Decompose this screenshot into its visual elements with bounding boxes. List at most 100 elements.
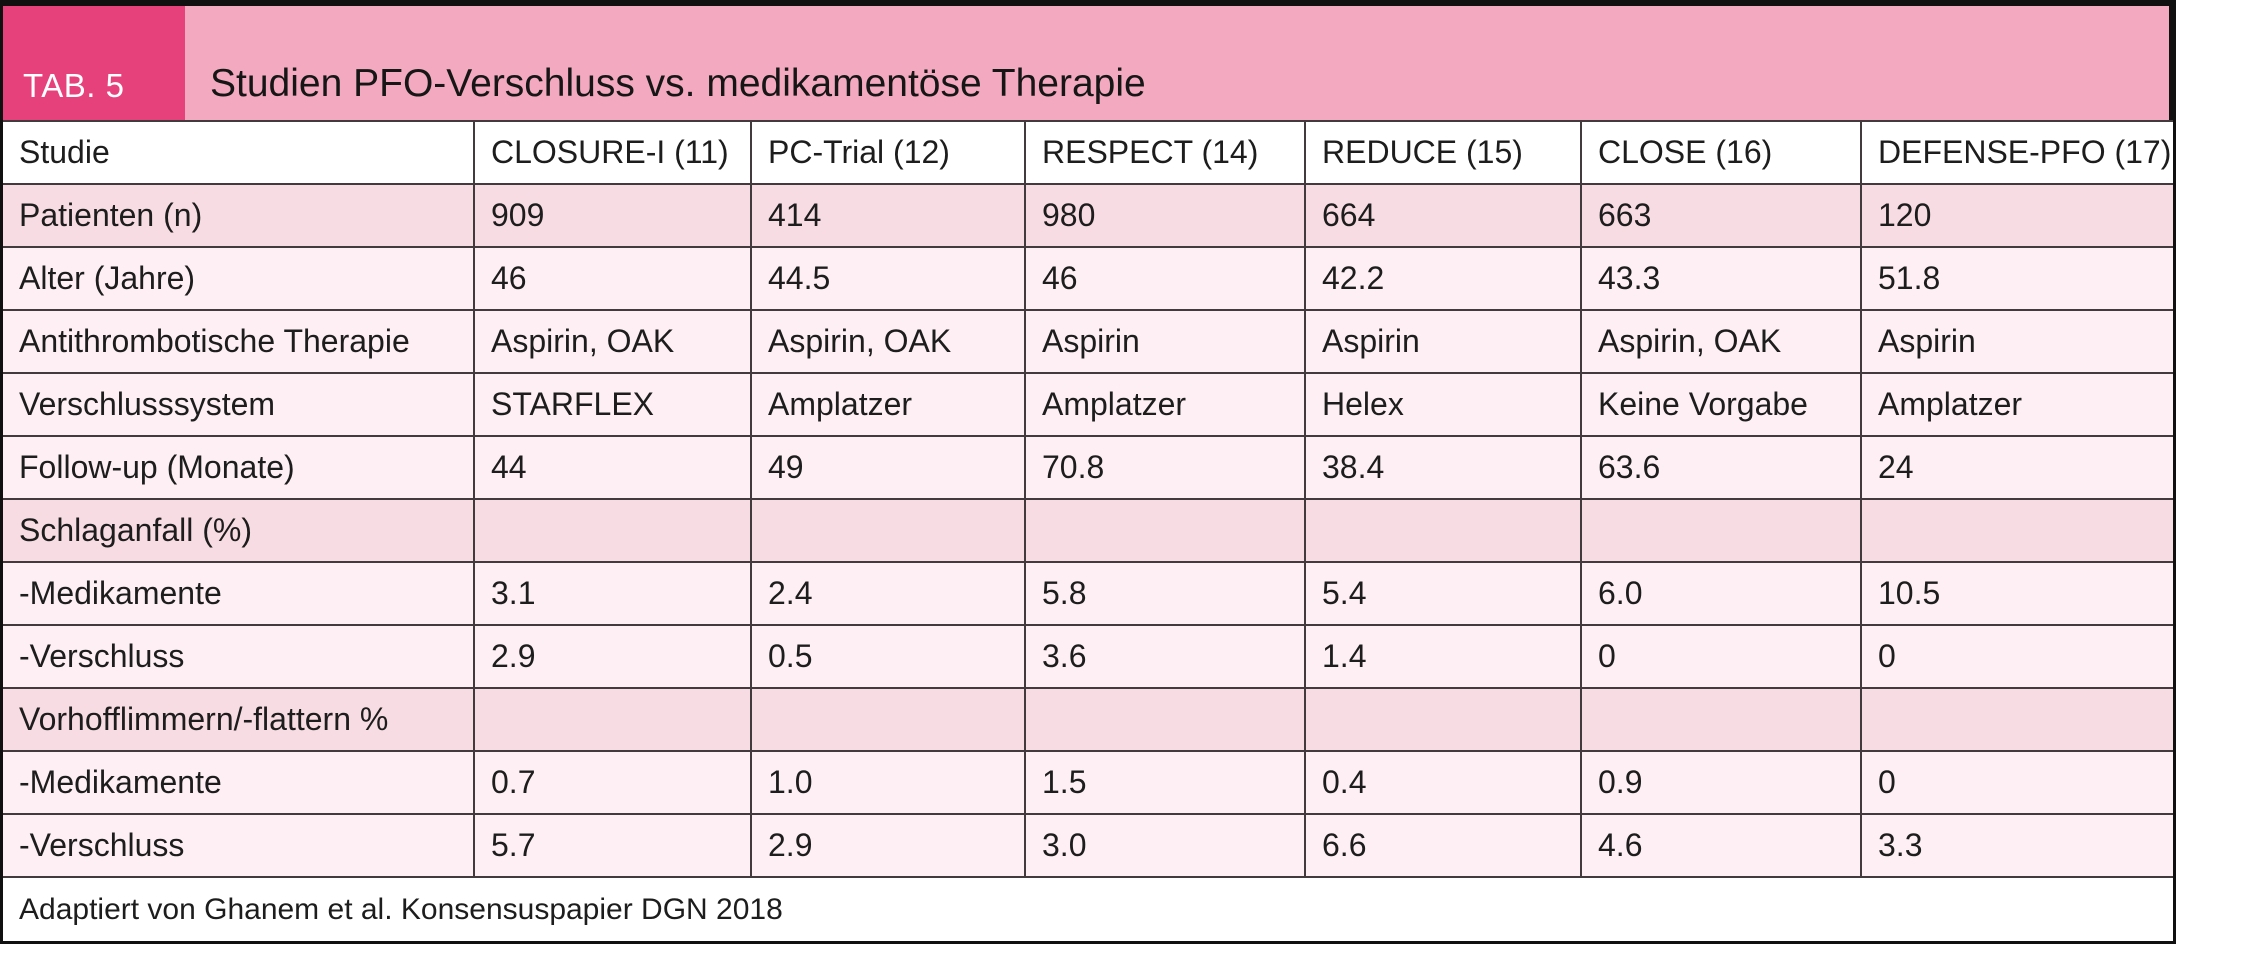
table-cell: Aspirin, OAK <box>475 311 752 372</box>
table-row-vorhofflimmern-section: Vorhofflimmern/-flattern % <box>3 687 2173 750</box>
table-row-schlaganfall-section: Schlaganfall (%) <box>3 498 2173 561</box>
table-number-badge: TAB. 5 <box>3 6 185 120</box>
table-cell: Aspirin, OAK <box>752 311 1026 372</box>
table-cell <box>1862 689 2173 750</box>
column-header-defense-pfo: DEFENSE-PFO (17) <box>1862 122 2173 183</box>
table-cell: 6.6 <box>1306 815 1582 876</box>
table-row-schlaganfall-verschluss: -Verschluss 2.9 0.5 3.6 1.4 0 0 <box>3 624 2173 687</box>
table-footnote-row: Adaptiert von Ghanem et al. Konsensuspap… <box>3 876 2173 941</box>
table-cell: 63.6 <box>1582 437 1862 498</box>
table-cell: Aspirin <box>1862 311 2173 372</box>
column-header-studie: Studie <box>3 122 475 183</box>
table-cell <box>475 689 752 750</box>
table-cell: 46 <box>1026 248 1306 309</box>
table-cell <box>1582 689 1862 750</box>
table-cell: 42.2 <box>1306 248 1582 309</box>
table-cell: Amplatzer <box>1026 374 1306 435</box>
table-cell: 44 <box>475 437 752 498</box>
table-cell: 120 <box>1862 185 2173 246</box>
column-header-reduce: REDUCE (15) <box>1306 122 1582 183</box>
table-cell: 1.5 <box>1026 752 1306 813</box>
row-label: -Medikamente <box>3 752 475 813</box>
table-cell <box>1306 500 1582 561</box>
table-cell <box>1306 689 1582 750</box>
table-cell: 43.3 <box>1582 248 1862 309</box>
row-label: Vorhofflimmern/-flattern % <box>3 689 475 750</box>
table-banner: TAB. 5 Studien PFO-Verschluss vs. medika… <box>3 6 2173 120</box>
table-cell: Keine Vorgabe <box>1582 374 1862 435</box>
row-label: Alter (Jahre) <box>3 248 475 309</box>
table-cell: 3.6 <box>1026 626 1306 687</box>
table-cell <box>1862 500 2173 561</box>
row-label: Patienten (n) <box>3 185 475 246</box>
table-cell: 3.0 <box>1026 815 1306 876</box>
table-cell: 5.7 <box>475 815 752 876</box>
table-cell: 5.8 <box>1026 563 1306 624</box>
table-cell <box>752 500 1026 561</box>
table-cell: 2.9 <box>752 815 1026 876</box>
column-header-pc-trial: PC-Trial (12) <box>752 122 1026 183</box>
row-label: Follow-up (Monate) <box>3 437 475 498</box>
table-row-vorhofflimmern-verschluss: -Verschluss 5.7 2.9 3.0 6.6 4.6 3.3 <box>3 813 2173 876</box>
table-cell: 980 <box>1026 185 1306 246</box>
table-cell: 2.4 <box>752 563 1026 624</box>
table-cell <box>1026 689 1306 750</box>
table-cell: 51.8 <box>1862 248 2173 309</box>
column-header-close: CLOSE (16) <box>1582 122 1862 183</box>
table-cell: 663 <box>1582 185 1862 246</box>
table-5-card: TAB. 5 Studien PFO-Verschluss vs. medika… <box>0 0 2176 944</box>
row-label: Antithrombotische Therapie <box>3 311 475 372</box>
table-cell: Amplatzer <box>1862 374 2173 435</box>
table-cell: 0.9 <box>1582 752 1862 813</box>
table-cell: 0.4 <box>1306 752 1582 813</box>
table-row-alter: Alter (Jahre) 46 44.5 46 42.2 43.3 51.8 <box>3 246 2173 309</box>
row-label: Verschlusssystem <box>3 374 475 435</box>
table-cell: 10.5 <box>1862 563 2173 624</box>
table-row-schlaganfall-medikamente: -Medikamente 3.1 2.4 5.8 5.4 6.0 10.5 <box>3 561 2173 624</box>
table-cell: Aspirin, OAK <box>1582 311 1862 372</box>
table-cell: 0.5 <box>752 626 1026 687</box>
table-cell <box>752 689 1026 750</box>
table-cell: 0 <box>1862 626 2173 687</box>
table-cell: 38.4 <box>1306 437 1582 498</box>
table-cell <box>475 500 752 561</box>
table-cell: Aspirin <box>1306 311 1582 372</box>
table-header-row: Studie CLOSURE-I (11) PC-Trial (12) RESP… <box>3 120 2173 183</box>
table-cell: 6.0 <box>1582 563 1862 624</box>
table-footnote: Adaptiert von Ghanem et al. Konsensuspap… <box>19 892 783 926</box>
column-header-respect: RESPECT (14) <box>1026 122 1306 183</box>
table-cell: 44.5 <box>752 248 1026 309</box>
table-row-verschlusssystem: Verschlusssystem STARFLEX Amplatzer Ampl… <box>3 372 2173 435</box>
table-cell <box>1026 500 1306 561</box>
table-row-vorhofflimmern-medikamente: -Medikamente 0.7 1.0 1.5 0.4 0.9 0 <box>3 750 2173 813</box>
table-cell: 0 <box>1582 626 1862 687</box>
table-title: Studien PFO-Verschluss vs. medikamentöse… <box>185 6 2173 120</box>
row-label: Schlaganfall (%) <box>3 500 475 561</box>
table-cell: 414 <box>752 185 1026 246</box>
table-row-patienten: Patienten (n) 909 414 980 664 663 120 <box>3 183 2173 246</box>
row-label: -Medikamente <box>3 563 475 624</box>
column-header-closure-i: CLOSURE-I (11) <box>475 122 752 183</box>
table-cell: 1.0 <box>752 752 1026 813</box>
table-cell: Amplatzer <box>752 374 1026 435</box>
table-cell: 4.6 <box>1582 815 1862 876</box>
row-label: -Verschluss <box>3 815 475 876</box>
table-cell: Helex <box>1306 374 1582 435</box>
table-cell: 5.4 <box>1306 563 1582 624</box>
table-number-label: TAB. 5 <box>23 67 125 104</box>
table-cell <box>1582 500 1862 561</box>
table-cell: 3.3 <box>1862 815 2173 876</box>
table-cell: 664 <box>1306 185 1582 246</box>
table-cell: 1.4 <box>1306 626 1582 687</box>
table-row-follow-up: Follow-up (Monate) 44 49 70.8 38.4 63.6 … <box>3 435 2173 498</box>
table-cell: 70.8 <box>1026 437 1306 498</box>
table-cell: 0 <box>1862 752 2173 813</box>
table-cell: 49 <box>752 437 1026 498</box>
table-cell: Aspirin <box>1026 311 1306 372</box>
table-cell: 2.9 <box>475 626 752 687</box>
table-cell: 909 <box>475 185 752 246</box>
row-label: -Verschluss <box>3 626 475 687</box>
table-cell: 46 <box>475 248 752 309</box>
table-cell: 3.1 <box>475 563 752 624</box>
